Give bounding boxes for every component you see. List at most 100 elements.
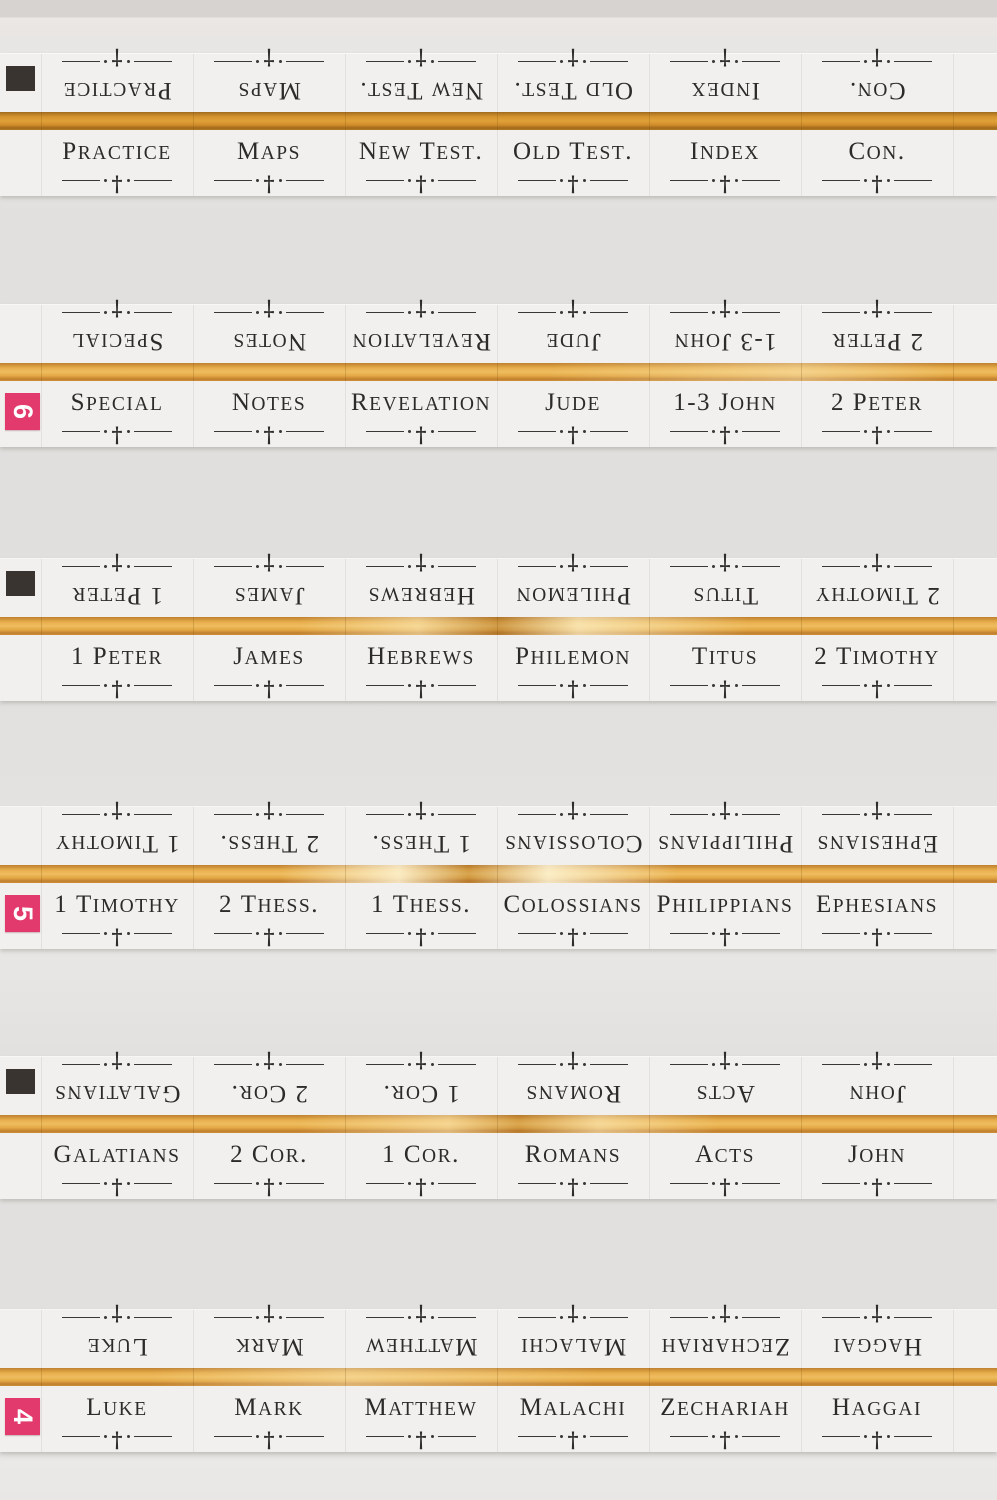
tab-label: 2 PETER	[831, 328, 923, 355]
bible-tab: ROMANS †	[497, 1050, 649, 1115]
tab-label: 1 TIMOTHY	[54, 891, 180, 918]
tab-label: 1 THESS.	[370, 891, 471, 918]
divider-dot	[279, 931, 283, 935]
bible-tab: JOHN †	[801, 1050, 953, 1115]
divider-dot	[735, 60, 739, 64]
tab-label: MATTHEW	[364, 1333, 478, 1360]
divider-line	[669, 61, 708, 63]
divider-dot	[407, 565, 411, 569]
cross-icon: †	[871, 1173, 883, 1199]
set-number-badge: 4	[5, 1398, 40, 1435]
divider-line	[821, 1064, 860, 1066]
flipped-tab-row: 1 TIMOTHY † 2 THESS. † 1 THESS. † COLOSS…	[0, 800, 997, 865]
divider-line	[365, 566, 404, 568]
cross-divider: †	[57, 1425, 177, 1450]
divider-dot	[711, 683, 715, 687]
divider-line	[365, 430, 404, 432]
divider-dot	[407, 1316, 411, 1320]
bible-tab: COLOSSIANS †	[497, 800, 649, 865]
cross-divider: †	[665, 298, 785, 324]
cross-icon: †	[871, 46, 883, 72]
cross-divider: †	[817, 800, 937, 826]
bible-tab: REVELATION †	[345, 381, 497, 445]
cross-divider: †	[665, 922, 785, 947]
tab-label: REVELATION	[350, 389, 492, 416]
divider-dot	[559, 565, 563, 569]
cross-divider: †	[209, 1425, 329, 1450]
tab-label: 1 TIMOTHY	[54, 830, 180, 857]
divider-dot	[103, 178, 107, 182]
cross-divider: †	[665, 551, 785, 578]
divider-line	[894, 179, 933, 181]
divider-dot	[431, 178, 435, 182]
cross-icon: †	[719, 1302, 731, 1328]
tab-label: MALACHI	[519, 1394, 627, 1421]
tab-label: MAPS	[236, 138, 302, 165]
divider-line	[742, 932, 781, 934]
divider-line	[821, 932, 860, 934]
divider-line	[438, 312, 477, 314]
cross-divider: †	[361, 420, 481, 445]
divider-dot	[735, 1434, 739, 1438]
bible-tab: ROMANS †	[497, 1133, 649, 1197]
tab-label: 1 COR.	[382, 1080, 460, 1107]
cross-divider: †	[513, 47, 633, 73]
divider-line	[213, 932, 252, 934]
upright-tab-row: SPECIAL † NOTES † REVELATION † JUDE	[0, 381, 997, 447]
divider-dot	[863, 311, 867, 315]
tab-label: CON.	[848, 138, 906, 165]
cross-icon: †	[871, 551, 883, 577]
divider-dot	[127, 311, 131, 315]
cross-divider: †	[665, 1172, 785, 1197]
divider-line	[134, 430, 173, 432]
cross-icon: †	[719, 551, 731, 577]
divider-dot	[279, 1434, 283, 1438]
divider-dot	[735, 311, 739, 315]
divider-dot	[559, 311, 563, 315]
divider-line	[821, 1435, 860, 1437]
tab-label: EPHESIANS	[815, 830, 939, 857]
divider-dot	[735, 1063, 739, 1067]
tab-strip-4: 5 1 TIMOTHY † 2 THESS. † 1 THESS. † C	[0, 800, 997, 949]
black-corner-marker	[6, 66, 35, 91]
bible-tab: MATTHEW †	[345, 1386, 497, 1450]
divider-dot	[279, 683, 283, 687]
cross-divider: †	[57, 922, 177, 947]
divider-line	[286, 566, 325, 568]
divider-dot	[583, 1063, 587, 1067]
divider-dot	[887, 931, 891, 935]
bible-tab: CON. †	[801, 130, 953, 194]
bible-tab: 2 TIMOTHY †	[801, 635, 953, 699]
divider-dot	[255, 813, 259, 817]
cross-icon: †	[263, 297, 275, 323]
divider-line	[438, 61, 477, 63]
divider-line	[438, 684, 477, 686]
divider-line	[517, 566, 556, 568]
tab-label: NEW TEST.	[358, 138, 484, 165]
divider-dot	[735, 1181, 739, 1185]
divider-dot	[559, 60, 563, 64]
tab-label: HEBREWS	[367, 582, 475, 609]
divider-dot	[559, 178, 563, 182]
cross-divider: †	[209, 1303, 329, 1329]
tab-label: COLOSSIANS	[503, 891, 643, 918]
set-number: 4	[8, 1408, 38, 1425]
cross-divider: †	[513, 922, 633, 947]
divider-dot	[255, 1434, 259, 1438]
divider-line	[365, 684, 404, 686]
divider-line	[517, 430, 556, 432]
bible-tab: 2 COR. †	[193, 1133, 345, 1199]
divider-line	[590, 179, 629, 181]
bible-tab: MALACHI †	[497, 1386, 649, 1450]
tab-label: JUDE	[545, 328, 601, 355]
divider-line	[742, 179, 781, 181]
divider-line	[517, 1182, 556, 1184]
divider-line	[669, 312, 708, 314]
divider-dot	[887, 60, 891, 64]
tab-label: 2 THESS.	[219, 830, 320, 857]
cross-icon: †	[263, 421, 275, 447]
divider-line	[821, 1317, 860, 1319]
divider-dot	[255, 683, 259, 687]
cross-icon: †	[263, 1173, 275, 1199]
upright-tab-row: 1 PETER † JAMES † HEBREWS † PHILEMON	[0, 635, 997, 701]
